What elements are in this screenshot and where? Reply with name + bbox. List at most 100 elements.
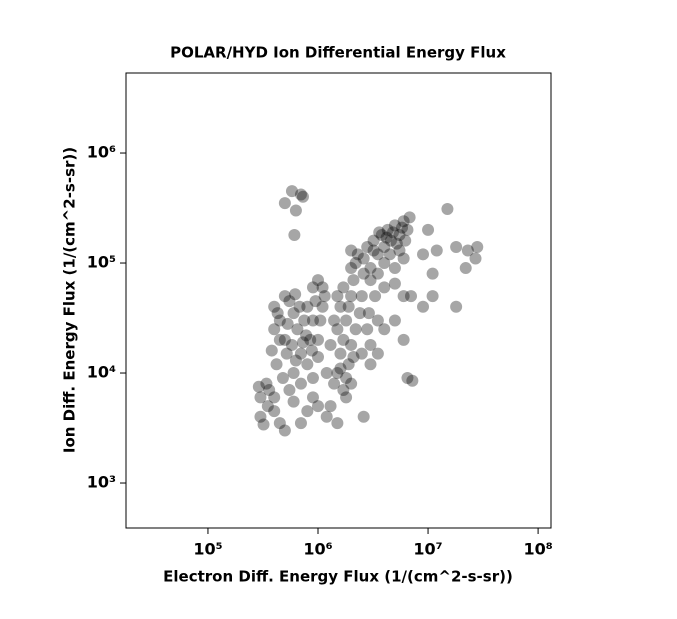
point [324,338,337,351]
point [345,377,358,390]
point [469,252,482,265]
point [296,190,309,203]
point [289,288,302,301]
point [441,202,454,215]
x-axis-label: Electron Diff. Energy Flux (1/(cm^2-s-sr… [163,568,513,586]
point [397,215,410,228]
point [364,358,377,371]
point [316,300,329,313]
point [361,240,374,253]
point [381,223,394,236]
x-tick-label: 10⁸ [523,540,552,559]
point [367,234,380,247]
point [355,347,368,360]
point [378,240,391,253]
point [306,314,319,327]
point [378,257,391,270]
point [301,405,314,418]
point [265,344,278,357]
point [306,372,319,385]
point [268,323,281,336]
point [393,244,406,257]
point [328,314,341,327]
point [337,384,350,397]
point [312,400,325,413]
point [367,244,380,257]
point [417,248,430,261]
point [364,274,377,287]
point [294,417,307,430]
point [271,307,284,320]
point [324,400,337,413]
point [430,244,443,257]
point [312,350,325,363]
point [314,314,327,327]
point [328,377,341,390]
point [383,248,396,261]
point [294,377,307,390]
point [340,314,353,327]
point [289,354,302,367]
point [306,281,319,294]
point [347,350,360,363]
point [406,374,419,387]
point [345,338,358,351]
point [403,211,416,224]
point [305,344,318,357]
point [337,333,350,346]
point [401,223,414,236]
point [390,237,403,250]
point [401,372,414,385]
point [375,228,388,241]
point [320,410,333,423]
point [294,347,307,360]
point [318,290,331,303]
point [278,290,291,303]
point [393,228,406,241]
point [373,226,386,239]
point [347,274,360,287]
x-tick-label: 10⁵ [193,540,222,559]
point [283,295,296,308]
point [349,323,362,336]
point [397,290,410,303]
point [397,252,410,265]
point [471,240,484,253]
point [278,424,291,437]
point [426,290,439,303]
point [298,314,311,327]
point [312,274,325,287]
point [371,248,384,261]
point [364,338,377,351]
point [288,228,301,241]
point [268,391,281,404]
point [304,333,317,346]
point [459,262,472,275]
point [349,257,362,270]
point [371,347,384,360]
point [289,204,302,217]
point [261,400,274,413]
point [254,391,267,404]
point [355,290,368,303]
y-tick-label: 10³ [87,473,116,492]
point [287,395,300,408]
x-tick-label: 10⁷ [413,540,442,559]
point [254,410,267,423]
point [378,323,391,336]
point [278,333,291,346]
point [331,417,344,430]
point [357,252,370,265]
point [417,300,430,313]
point [345,290,358,303]
point [287,307,300,320]
point [345,262,358,275]
point [278,197,291,210]
point [257,418,270,431]
point [353,307,366,320]
point [357,267,370,280]
point [371,267,384,280]
point [270,358,283,371]
plot-frame [125,72,552,529]
x-tick-label: 10⁶ [303,540,332,559]
